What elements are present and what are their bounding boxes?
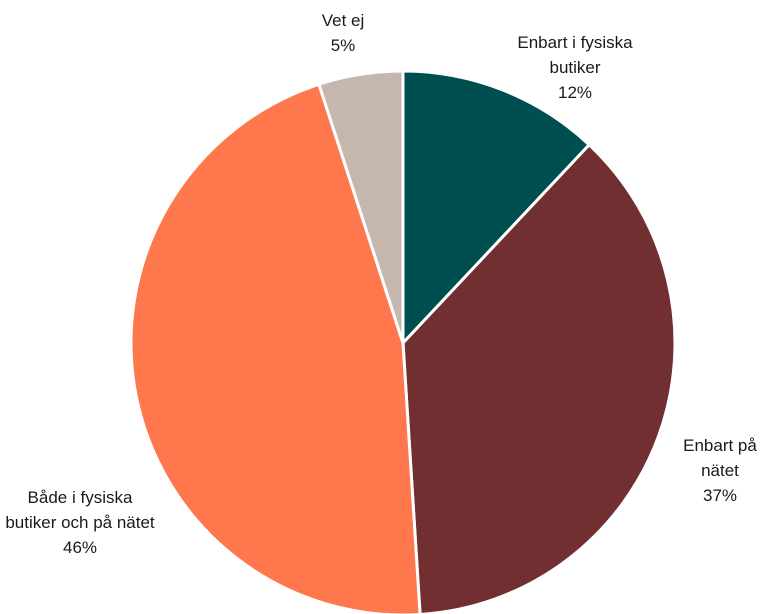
- value-label: 46%: [62, 538, 98, 557]
- slice-label: Vet ej 5%: [298, 8, 388, 58]
- value-label: 12%: [557, 83, 593, 102]
- category-label: Vet ej: [321, 11, 365, 30]
- slice-label: Både i fysiska butiker och på nätet 46%: [0, 485, 160, 560]
- category-label: Både i fysiska butiker och på nätet: [5, 488, 155, 532]
- slice-label: Enbart i fysiska butiker 12%: [495, 30, 655, 105]
- pie-slice: [401, 143, 677, 614]
- pie-slice: [401, 69, 591, 345]
- value-label: 5%: [330, 36, 356, 55]
- value-label: 37%: [702, 486, 738, 505]
- category-label: Enbart i fysiska butiker: [517, 33, 633, 77]
- pie-slice: [317, 69, 405, 345]
- slice-label: Enbart på nätet 37%: [675, 433, 765, 508]
- category-label: Enbart på nätet: [683, 436, 757, 480]
- pie-slice: [129, 82, 422, 614]
